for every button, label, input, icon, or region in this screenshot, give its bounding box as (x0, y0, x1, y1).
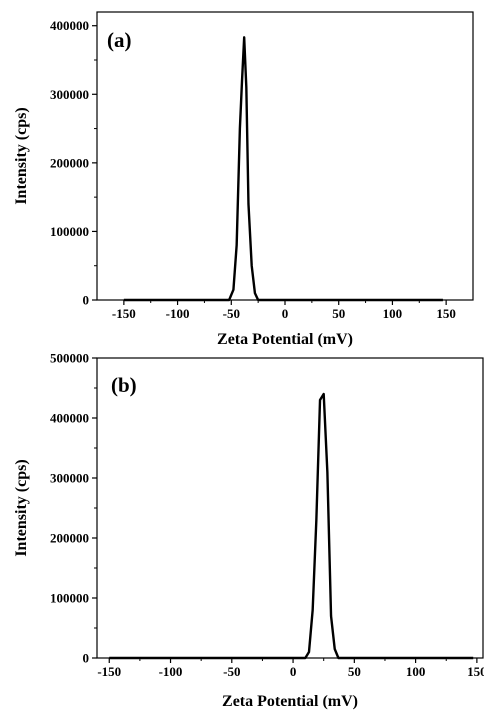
y-axis-title-a: Intensity (cps) (13, 107, 30, 204)
x-tick-label-b: -50 (223, 664, 240, 679)
y-tick-label-a: 400000 (50, 18, 89, 33)
x-tick-label-a: 50 (332, 306, 345, 321)
y-tick-label-b: 500000 (50, 351, 89, 366)
intensity-curve-a (123, 36, 443, 302)
y-axis-title-b: Intensity (cps) (13, 459, 30, 556)
y-tick-label-a: 0 (83, 293, 90, 308)
y-tick-label-b: 100000 (50, 591, 89, 606)
x-tick-label-b: 50 (348, 664, 361, 679)
x-tick-label-a: -150 (112, 306, 136, 321)
x-tick-label-a: -50 (223, 306, 240, 321)
x-tick-label-b: -150 (97, 664, 121, 679)
panel-label-b: (b) (111, 373, 137, 397)
x-tick-label-b: 0 (290, 664, 297, 679)
x-tick-label-b: -100 (159, 664, 183, 679)
panel-a: (a) Zeta Potential (mV) Intensity (cps) … (13, 11, 474, 348)
x-tick-label-b: 150 (467, 664, 484, 679)
intensity-curve-b (109, 392, 474, 660)
y-tick-label-b: 300000 (50, 471, 89, 486)
plot-frame-a (96, 11, 474, 301)
x-tick-label-a: 150 (436, 306, 456, 321)
x-tick-label-a: -100 (166, 306, 190, 321)
tick-group-a: -150 -100 -50 0 50 100 150 0 100000 200000 300000 4… (50, 18, 456, 321)
x-axis-title-b: Zeta Potential (mV) (222, 693, 358, 710)
y-tick-label-a: 200000 (50, 155, 89, 170)
y-tick-label-b: 0 (83, 651, 90, 666)
x-tick-label-b: 100 (406, 664, 426, 679)
x-axis-title-a: Zeta Potential (mV) (217, 331, 353, 348)
y-tick-label-b: 200000 (50, 531, 89, 546)
plot-frame-b (96, 357, 484, 659)
tick-group-b: -150 -100 -50 0 50 100 150 0 100000 200000 300000 4… (50, 351, 484, 680)
panel-label-a: (a) (107, 28, 132, 52)
y-tick-label-a: 300000 (50, 87, 89, 102)
x-tick-label-a: 100 (383, 306, 403, 321)
y-tick-label-b: 400000 (50, 411, 89, 426)
panel-b: (b) Zeta Potential (mV) Intensity (cps) … (13, 351, 484, 711)
y-tick-label-a: 100000 (50, 224, 89, 239)
x-tick-label-a: 0 (282, 306, 289, 321)
